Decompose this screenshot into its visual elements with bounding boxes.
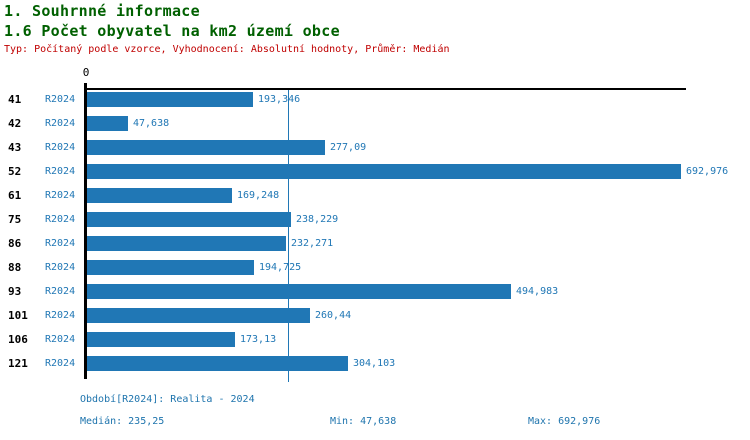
bar-row: 106 R2024 173,13: [0, 332, 750, 347]
category-label: 88: [8, 261, 22, 274]
series-label: R2024: [45, 238, 76, 249]
category-label: 121: [8, 357, 28, 370]
footer-median: Medián: 235,25: [80, 416, 165, 427]
bar-row: 88 R2024 194,725: [0, 260, 750, 275]
footer-max: Max: 692,976: [528, 416, 601, 427]
bar-row: 101 R2024 260,44: [0, 308, 750, 323]
value-label: 494,983: [516, 286, 559, 297]
bar-row: 93 R2024 494,983: [0, 284, 750, 299]
series-label: R2024: [45, 214, 76, 225]
value-label: 47,638: [133, 118, 170, 129]
bar: [87, 164, 681, 179]
bar: [87, 116, 128, 131]
category-label: 61: [8, 189, 22, 202]
bar-row: 75 R2024 238,229: [0, 212, 750, 227]
category-label: 106: [8, 333, 28, 346]
median-reference-line: [288, 90, 289, 382]
bar: [87, 92, 253, 107]
value-label: 232,271: [291, 238, 334, 249]
series-label: R2024: [45, 190, 76, 201]
bar-row: 42 R2024 47,638: [0, 116, 750, 131]
category-label: 41: [8, 93, 22, 106]
value-label: 692,976: [686, 166, 729, 177]
series-label: R2024: [45, 262, 76, 273]
chart-meta: Typ: Počítaný podle vzorce, Vyhodnocení:…: [4, 44, 450, 55]
bar: [87, 212, 291, 227]
footer-period: Období[R2024]: Realita - 2024: [80, 394, 255, 405]
footer-min: Min: 47,638: [330, 416, 397, 427]
series-label: R2024: [45, 142, 76, 153]
series-label: R2024: [45, 286, 76, 297]
y-axis-line: [84, 83, 87, 379]
value-label: 277,09: [330, 142, 367, 153]
bar: [87, 332, 235, 347]
category-label: 52: [8, 165, 22, 178]
value-label: 193,346: [258, 94, 301, 105]
series-label: R2024: [45, 310, 76, 321]
value-label: 194,725: [259, 262, 302, 273]
bar-row: 43 R2024 277,09: [0, 140, 750, 155]
value-label: 238,229: [296, 214, 339, 225]
bar: [87, 260, 254, 275]
series-label: R2024: [45, 94, 76, 105]
value-label: 173,13: [240, 334, 277, 345]
bar: [87, 140, 325, 155]
bar: [87, 284, 511, 299]
value-label: 260,44: [315, 310, 352, 321]
bar: [87, 356, 348, 371]
bar-row: 52 R2024 692,976: [0, 164, 750, 179]
category-label: 93: [8, 285, 22, 298]
series-label: R2024: [45, 334, 76, 345]
bar-row: 61 R2024 169,248: [0, 188, 750, 203]
category-label: 43: [8, 141, 22, 154]
bar: [87, 188, 232, 203]
category-label: 101: [8, 309, 28, 322]
series-label: R2024: [45, 166, 76, 177]
bar-row: 41 R2024 193,346: [0, 92, 750, 107]
series-label: R2024: [45, 358, 76, 369]
category-label: 42: [8, 117, 22, 130]
x-axis-line: [85, 88, 686, 90]
bar-row: 121 R2024 304,103: [0, 356, 750, 371]
bar: [87, 308, 310, 323]
chart-title: 1.6 Počet obyvatel na km2 území obce: [4, 22, 340, 40]
category-label: 75: [8, 213, 22, 226]
bar: [87, 236, 286, 251]
category-label: 86: [8, 237, 22, 250]
value-label: 169,248: [237, 190, 280, 201]
section-title: 1. Souhrnné informace: [4, 2, 200, 20]
bar-row: 86 R2024 232,271: [0, 236, 750, 251]
x-axis-zero-tick-label: 0: [82, 66, 90, 79]
value-label: 304,103: [353, 358, 396, 369]
series-label: R2024: [45, 118, 76, 129]
